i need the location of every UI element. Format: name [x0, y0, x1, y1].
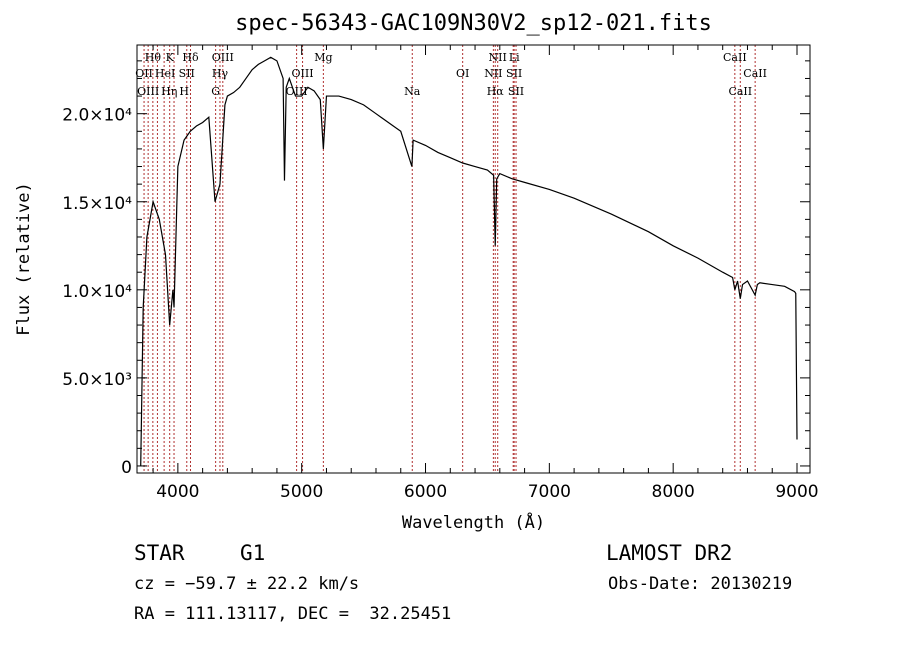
line-marker-label: K [166, 51, 175, 64]
line-marker-label: Li [509, 51, 520, 64]
x-tick-label: 9000 [775, 482, 818, 502]
x-axis-label: Wavelength (Å) [402, 511, 545, 533]
line-marker-label: HeI [155, 67, 175, 80]
line-marker-label: Mg [314, 51, 332, 64]
y-tick-label: 1.0×10⁴ [62, 282, 132, 302]
spectrum-line [140, 56, 798, 466]
line-marker-label: SII [508, 85, 524, 98]
object-subclass: G1 [240, 541, 266, 565]
plot-frame [136, 44, 811, 474]
survey-name: LAMOST DR2 [606, 541, 733, 565]
line-marker-label: H [179, 85, 189, 98]
line-marker-label: OI [456, 67, 469, 80]
y-tick-label: 2.0×10⁴ [62, 106, 132, 126]
line-marker-label: NII [484, 67, 502, 80]
obs-date: Obs-Date: 20130219 [608, 574, 793, 594]
coordinates: RA = 111.13117, DEC = 32.25451 [134, 604, 452, 624]
y-tick-label: 0 [121, 458, 132, 478]
line-marker-label: Na [404, 85, 421, 98]
line-marker-label: CaII [728, 85, 752, 98]
x-tick-label: 6000 [404, 482, 447, 502]
line-marker-label: Hη [161, 85, 177, 98]
y-axis-label: Flux (relative) [14, 182, 34, 336]
line-marker-label: SII [179, 67, 195, 80]
chart-title: spec-56343-GAC109N30V2_sp12-021.fits [235, 11, 712, 36]
line-marker-label: OIII [292, 67, 314, 80]
line-marker-label: OIII [212, 51, 234, 64]
y-tick-label: 1.5×10⁴ [62, 194, 132, 214]
object-class: STAR [134, 541, 185, 565]
line-marker-label: CaII [723, 51, 747, 64]
line-marker-label: CaII [743, 67, 767, 80]
line-marker-label: Hα [487, 85, 505, 98]
line-marker-label: Hθ [145, 51, 162, 64]
x-tick-label: 8000 [652, 482, 695, 502]
x-tick-label: 5000 [280, 482, 323, 502]
line-marker-label: OII [135, 67, 153, 80]
line-marker-label: Hγ [212, 67, 229, 80]
line-marker-label: Hδ [182, 51, 199, 64]
x-tick-label: 7000 [528, 482, 571, 502]
line-marker-label: SII [506, 67, 522, 80]
line-marker-label: NII [489, 51, 507, 64]
line-marker-label: G [211, 85, 220, 98]
redshift-cz: cz = −59.7 ± 22.2 km/s [134, 574, 360, 594]
x-tick-label: 4000 [156, 482, 199, 502]
line-marker-label: OIII [137, 85, 159, 98]
y-tick-label: 5.0×10³ [62, 370, 132, 390]
